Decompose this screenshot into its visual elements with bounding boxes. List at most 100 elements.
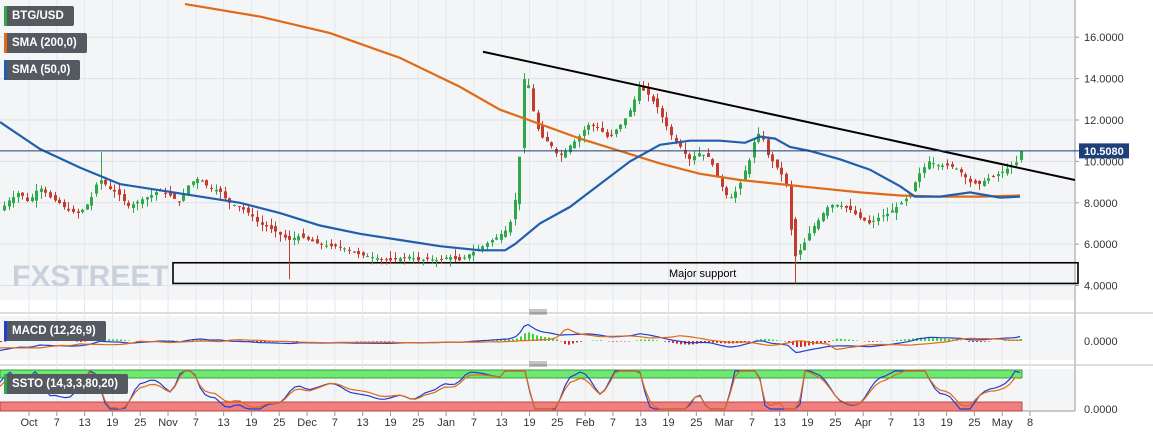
macd-histogram-bar [528, 332, 530, 341]
candle-body [495, 237, 498, 240]
candle-body [353, 251, 356, 253]
symbol-badge[interactable]: BTG/USD [4, 6, 74, 26]
macd-histogram-bar [872, 341, 874, 342]
candle-body [49, 192, 52, 198]
macd-histogram-bar [764, 338, 766, 341]
x-tick-label: 7 [193, 417, 199, 429]
candle-body [960, 169, 963, 173]
sma-200-line [184, 3, 1021, 198]
x-tick-label: 19 [384, 417, 396, 429]
candle-body [753, 142, 756, 158]
candle-body [997, 174, 1000, 176]
x-tick-label: 8 [1027, 417, 1033, 429]
candle-body [992, 175, 995, 177]
macd-histogram-bar [720, 341, 722, 344]
x-tick-label: 13 [913, 417, 925, 429]
candle-body [849, 205, 852, 211]
candle-body [274, 226, 277, 232]
x-tick-label: 13 [218, 417, 230, 429]
macd-histogram-bar [664, 341, 666, 342]
candle-body [403, 257, 406, 259]
sma50-badge[interactable]: SMA (50,0) [4, 60, 81, 80]
candle-body [900, 202, 903, 205]
candle-body [136, 201, 139, 204]
candle-body [169, 192, 172, 196]
candle-body [596, 126, 599, 128]
macd-histogram-bar [840, 338, 842, 341]
candle-body [297, 236, 300, 241]
candle-body [426, 257, 429, 259]
macd-histogram-bar [1020, 339, 1022, 341]
candle-body [118, 189, 121, 195]
macd-histogram-bar [0, 341, 2, 343]
macd-histogram-bar [192, 339, 194, 341]
candle-body [256, 216, 259, 222]
macd-histogram-bar [676, 341, 678, 344]
candle-body [748, 160, 751, 174]
candle-body [109, 186, 112, 190]
macd-histogram-bar [904, 339, 906, 341]
sma200-badge[interactable]: SMA (200,0) [4, 33, 87, 53]
macd-histogram-bar [920, 337, 922, 341]
candle-body [251, 214, 254, 217]
candle-body [587, 125, 590, 130]
current-price-tag: 10.5080 [1079, 143, 1129, 159]
candle-body [813, 226, 816, 233]
x-tick-label: 13 [774, 417, 786, 429]
candle-body [951, 164, 954, 167]
candle-body [776, 159, 779, 168]
candle-body [905, 198, 908, 202]
candle-body [826, 207, 829, 216]
x-tick-label: 13 [357, 417, 369, 429]
x-tick-label: 25 [412, 417, 424, 429]
macd-histogram-bar [512, 339, 514, 341]
x-tick-label: 25 [968, 417, 980, 429]
candle-body [385, 259, 388, 261]
candle-body [77, 211, 80, 213]
x-tick-label: Feb [576, 417, 595, 429]
macd-histogram-bar [500, 339, 502, 341]
candle-body [569, 145, 572, 153]
x-tick-label: 19 [801, 417, 813, 429]
candle-body [435, 260, 438, 262]
candle-body [656, 98, 659, 108]
candle-body [67, 208, 70, 211]
candle-body [822, 213, 825, 222]
stoch-drag-handle[interactable] [529, 361, 547, 367]
macd-badge[interactable]: MACD (12,26,9) [4, 321, 106, 341]
stoch-overbought-band [0, 369, 1023, 379]
candle-body [394, 258, 397, 260]
macd-histogram-bar [668, 341, 670, 343]
sma50-label: SMA (50,0) [12, 64, 71, 76]
macd-histogram-bar [564, 341, 566, 345]
macd-drag-handle[interactable] [529, 309, 547, 315]
candle-body [863, 217, 866, 221]
candle-body [606, 132, 609, 137]
candle-body [872, 220, 875, 222]
candle-body [40, 188, 43, 192]
candle-body [417, 256, 420, 261]
candle-body [638, 87, 641, 101]
macd-histogram-bar [800, 341, 802, 347]
macd-histogram-bar [792, 341, 794, 345]
macd-histogram-bar [540, 336, 542, 341]
candle-body [955, 168, 958, 170]
stoch-badge[interactable]: SSTO (14,3,3,80,20) [4, 374, 128, 394]
x-tick-label: 7 [610, 417, 616, 429]
candle-body [790, 184, 793, 230]
macd-histogram-bar [568, 341, 570, 345]
macd-histogram-bar [536, 335, 538, 341]
stoch-zero-label: 0.0000 [1084, 404, 1118, 416]
candle-body [707, 153, 710, 157]
candle-body [734, 191, 737, 198]
macd-histogram-bar [900, 339, 902, 341]
candle-body [983, 180, 986, 186]
y-axis-ticks: 16.0000 14.0000 12.0000 10.0000 8.0000 6.0000… [1075, 32, 1124, 293]
candle-body [343, 248, 346, 250]
x-tick-label: Mar [715, 417, 734, 429]
x-tick-label: May [992, 417, 1013, 429]
y-tick-label: 14.0000 [1084, 74, 1124, 86]
candle-body [481, 246, 484, 250]
candle-body [1006, 168, 1009, 174]
macd-histogram-bar [680, 341, 682, 345]
